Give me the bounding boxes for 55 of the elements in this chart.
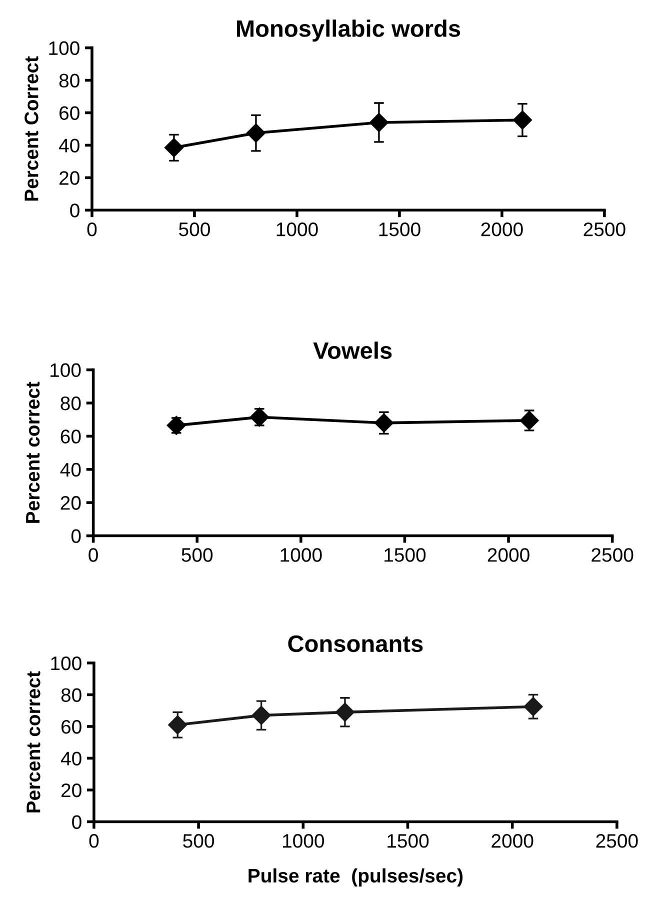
y-tick-label: 60 bbox=[60, 430, 81, 444]
x-tick-label: 500 bbox=[183, 834, 214, 848]
point bbox=[512, 110, 532, 130]
y-tick-label: 60 bbox=[62, 720, 82, 734]
point bbox=[166, 416, 186, 435]
point bbox=[164, 138, 184, 158]
x-tick-label: 500 bbox=[179, 222, 210, 236]
y-axis-title: Percent Correct bbox=[24, 56, 38, 201]
x-tick-label: 2000 bbox=[492, 834, 534, 848]
x-tick-label: 0 bbox=[89, 834, 99, 848]
point bbox=[524, 697, 543, 716]
x-tick-label: 2500 bbox=[596, 834, 638, 848]
y-tick-label: 0 bbox=[71, 529, 81, 544]
point bbox=[246, 124, 266, 143]
y-axis-title: Percent correct bbox=[26, 382, 40, 523]
y-tick-label: 100 bbox=[49, 41, 80, 56]
point bbox=[369, 112, 388, 132]
x-tick-label: 1500 bbox=[384, 548, 426, 562]
point bbox=[250, 408, 269, 427]
point bbox=[520, 410, 539, 430]
y-tick-label: 20 bbox=[60, 171, 80, 185]
y-tick-label: 20 bbox=[62, 783, 82, 798]
y-tick-label: 40 bbox=[58, 138, 80, 152]
y-tick-label: 100 bbox=[50, 363, 81, 378]
y-axis-title: Percent correct bbox=[26, 671, 40, 812]
x-tick-label: 500 bbox=[182, 548, 213, 562]
y-tick-label: 80 bbox=[59, 74, 80, 88]
y-tick-label: 40 bbox=[60, 752, 82, 766]
point bbox=[374, 413, 394, 432]
x-tick-label: 2500 bbox=[584, 222, 626, 236]
x-tick-label: 1500 bbox=[388, 834, 429, 848]
x-axis-title: Pulse rate (pulses/sec) bbox=[248, 868, 463, 886]
y-tick-label: 40 bbox=[60, 462, 81, 477]
x-tick-label: 2500 bbox=[592, 548, 634, 562]
y-tick-label: 80 bbox=[60, 396, 81, 410]
y-tick-label: 20 bbox=[60, 496, 81, 510]
y-tick-label: 60 bbox=[60, 106, 80, 120]
x-tick-label: 2000 bbox=[481, 222, 523, 236]
chart-title: Consonants bbox=[288, 635, 423, 652]
x-tick-label: 1000 bbox=[282, 834, 324, 848]
x-tick-label: 0 bbox=[88, 548, 98, 562]
y-tick-label: 0 bbox=[70, 204, 80, 218]
y-tick-label: 100 bbox=[51, 656, 82, 670]
point bbox=[168, 715, 188, 734]
x-tick-label: 0 bbox=[87, 222, 97, 236]
x-tick-label: 2000 bbox=[488, 548, 530, 562]
point bbox=[252, 706, 271, 725]
x-tick-label: 1000 bbox=[280, 548, 322, 562]
x-tick-label: 1000 bbox=[276, 222, 318, 236]
x-tick-label: 1500 bbox=[379, 222, 420, 236]
chart-title: Vowels bbox=[313, 342, 392, 359]
chart-title: Monosyllabic words bbox=[236, 20, 460, 42]
y-tick-label: 0 bbox=[72, 815, 82, 829]
point bbox=[335, 702, 355, 722]
y-tick-label: 80 bbox=[61, 688, 82, 702]
